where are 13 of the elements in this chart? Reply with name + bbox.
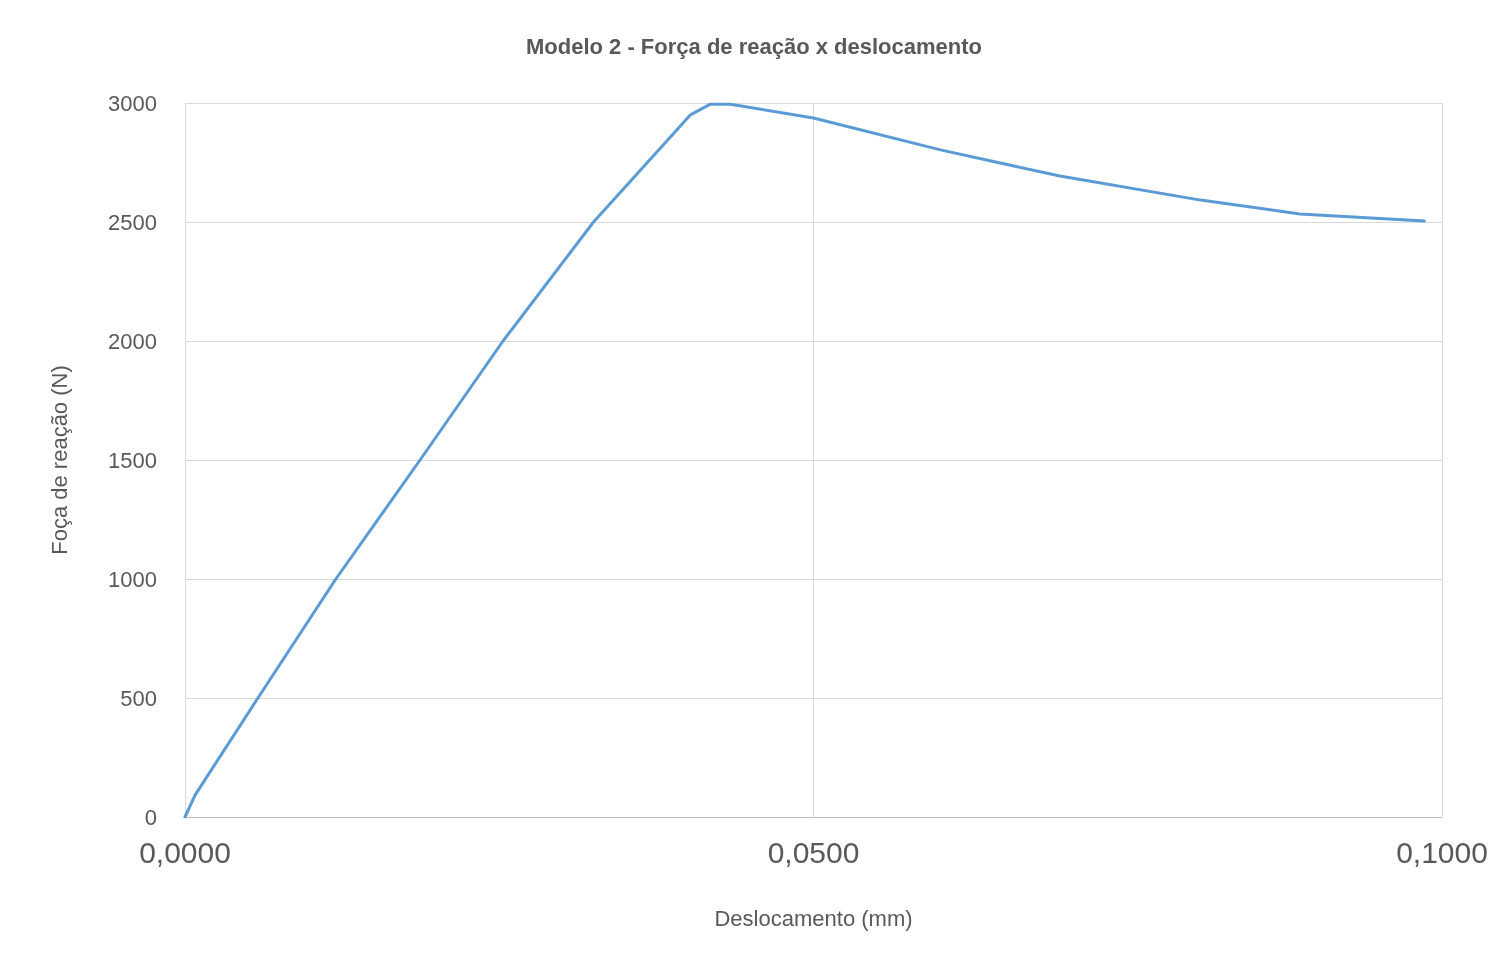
y-tick-label: 0 <box>144 804 157 830</box>
chart-title: Modelo 2 - Força de reação x deslocamento <box>525 33 983 59</box>
x-tick-label: 0,1000 <box>1396 835 1488 869</box>
y-tick-label: 1000 <box>108 566 157 592</box>
x-tick-label: 0,0500 <box>767 835 860 869</box>
y-axis-title: Foça de reação (N) <box>46 365 72 555</box>
y-tick-label: 1500 <box>108 447 157 473</box>
y-tick-label: 2500 <box>108 209 157 235</box>
x-axis-title: Deslocamento (mm) <box>714 905 913 931</box>
y-tick-label: 500 <box>120 685 157 711</box>
y-tick-label: 3000 <box>108 90 157 116</box>
x-tick-label: 0,0000 <box>139 835 231 869</box>
y-tick-label: 2000 <box>108 328 157 354</box>
